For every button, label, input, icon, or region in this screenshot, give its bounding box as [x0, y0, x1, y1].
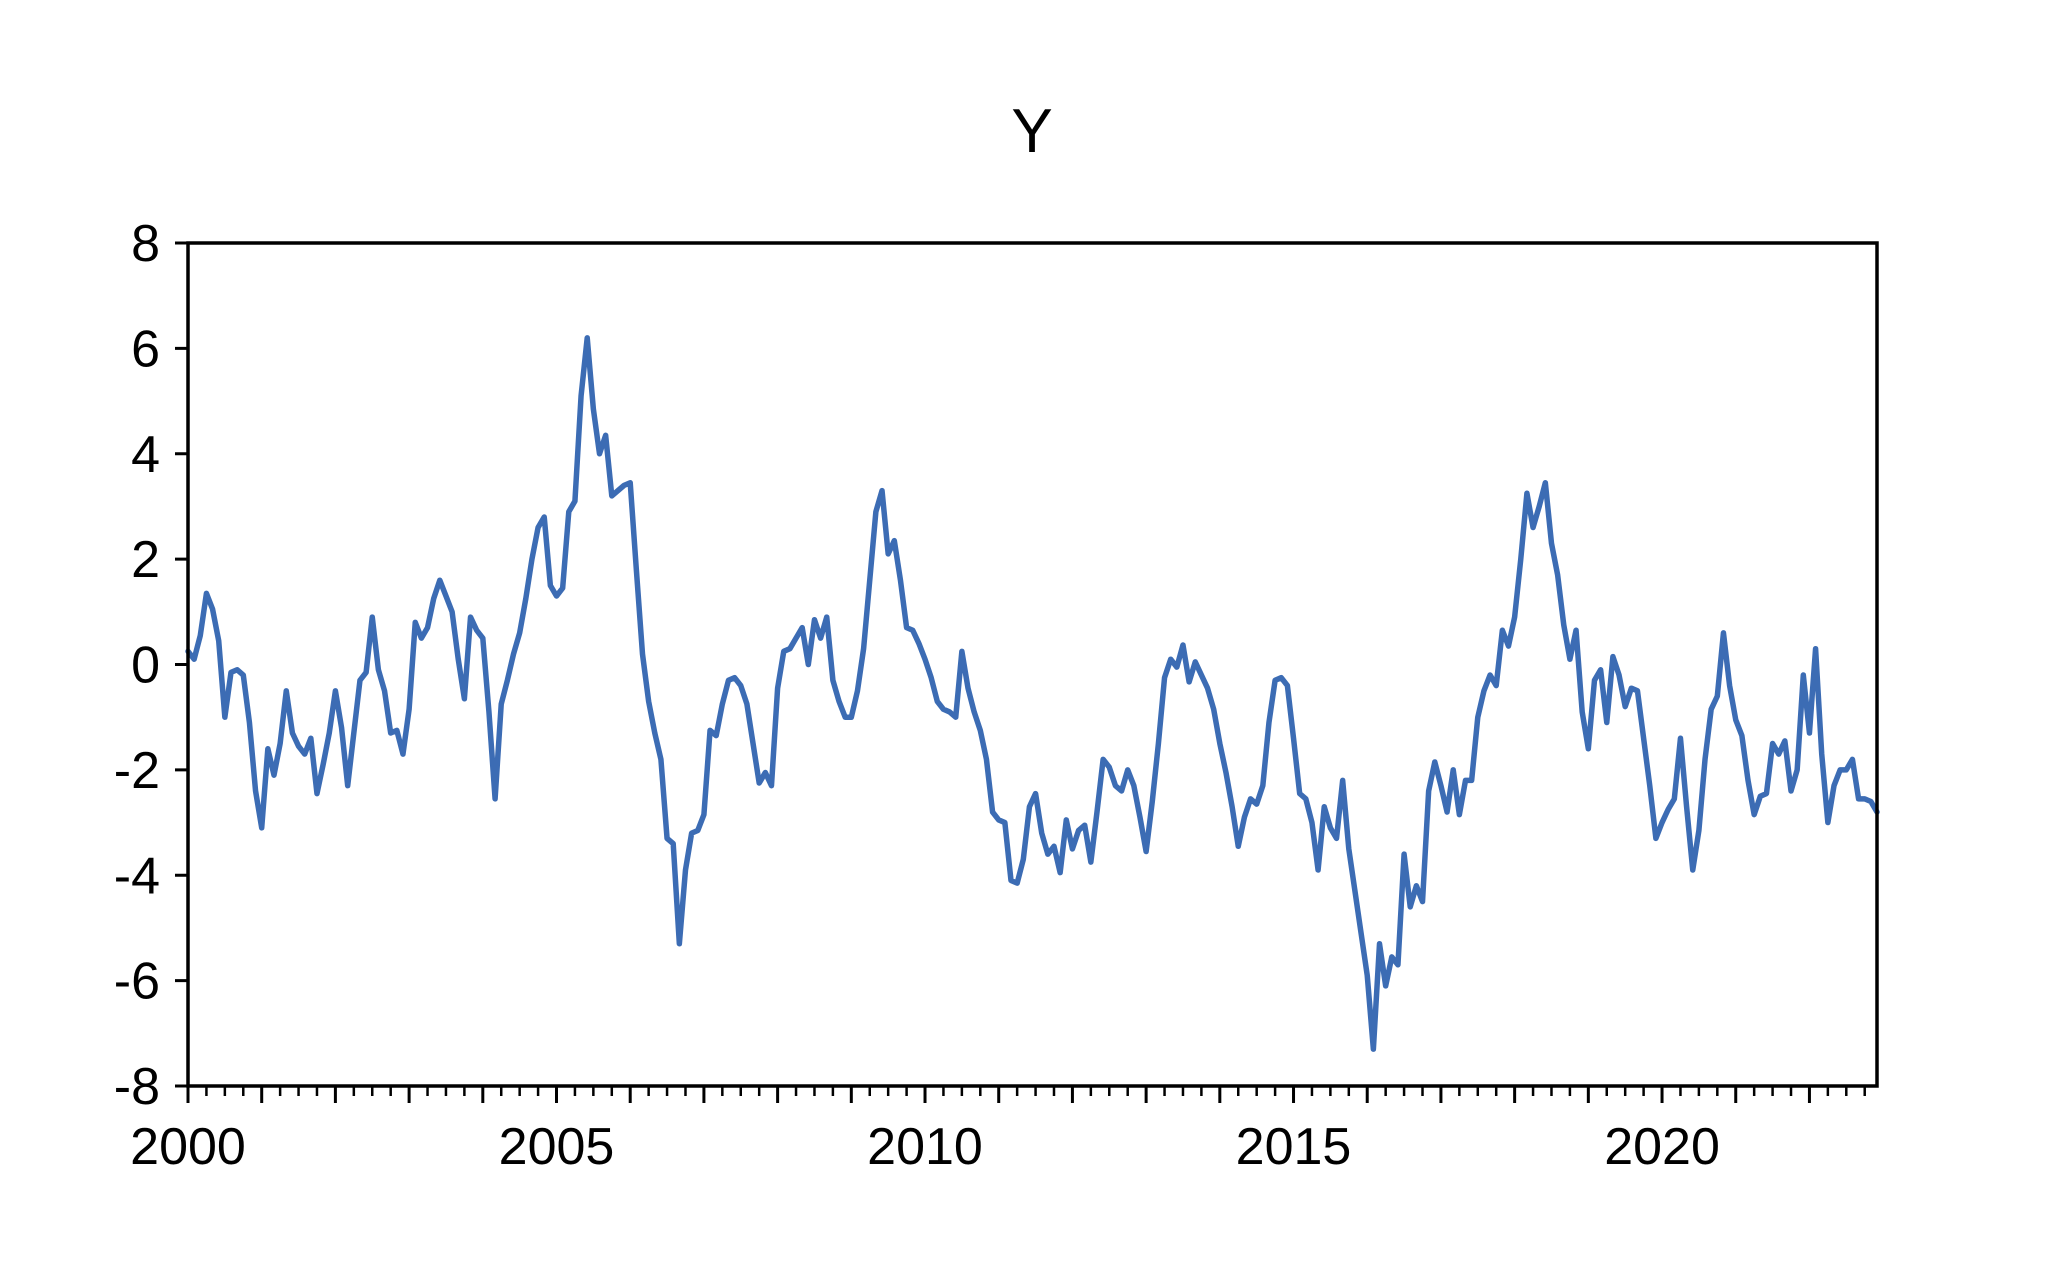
y-axis-tick-label: -4 [114, 847, 160, 905]
y-axis-tick-label: 6 [131, 320, 160, 378]
x-axis-tick-label: 2000 [130, 1118, 246, 1176]
y-axis-tick-label: -6 [114, 953, 160, 1011]
y-axis-tick-label: 8 [131, 215, 160, 273]
data-line [185, 335, 1880, 1052]
y-axis-tick-label: 4 [131, 426, 160, 484]
plot-border [186, 241, 1879, 1088]
x-axis-tick-label: 2005 [499, 1118, 615, 1176]
y-axis-tick-label: 2 [131, 531, 160, 589]
y-axis-tick-label: -8 [114, 1058, 160, 1116]
y-axis-tick-label: -2 [114, 742, 160, 800]
y-axis-tick-label: 0 [131, 637, 160, 695]
x-axis-tick-label: 2015 [1236, 1118, 1352, 1176]
x-axis-tick-label: 2010 [867, 1118, 983, 1176]
chart-title: Y [1011, 97, 1052, 166]
x-axis-tick-label: 2020 [1604, 1118, 1720, 1176]
